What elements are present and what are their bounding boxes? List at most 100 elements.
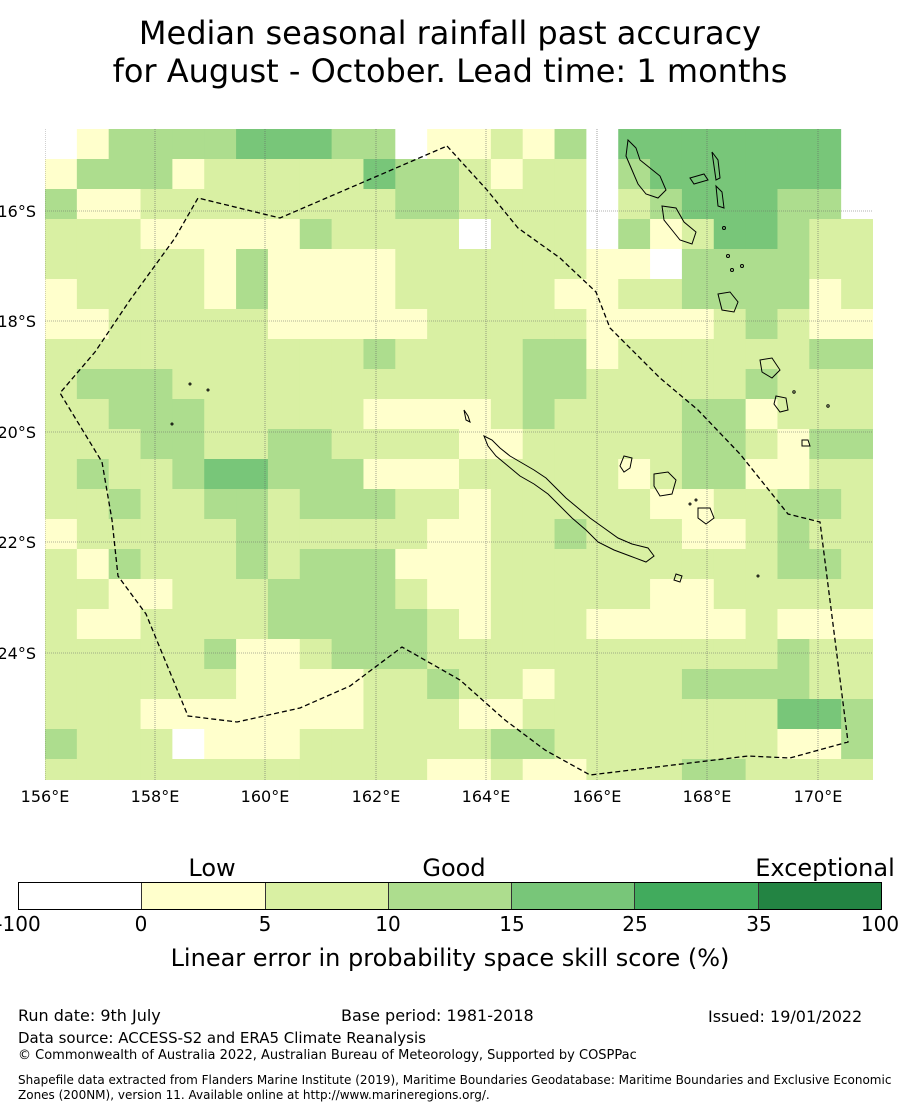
grid-cell (427, 549, 460, 580)
grid-cell (76, 579, 110, 610)
grid-cell (299, 639, 333, 670)
grid-cell (204, 189, 237, 220)
grid-cell (204, 129, 237, 160)
new-caledonia-island (483, 434, 655, 563)
map-area: 16°S 18°S 20°S 22°S 24°S 156°E 158°E 160°E 162°… (0, 129, 873, 820)
ambae-island (689, 173, 709, 185)
grid-cell (363, 639, 396, 670)
grid-cell (363, 489, 396, 520)
grid-cell (395, 459, 428, 490)
grid-cell (809, 609, 842, 640)
pentecost-island (715, 184, 725, 209)
grid-cell (332, 819, 364, 820)
grid-cell (299, 699, 333, 730)
grid-cell (45, 399, 78, 430)
grid-cell (395, 639, 428, 670)
issued-date: Issued: 19/01/2022 (708, 1007, 863, 1026)
data-source: Data source: ACCESS-S2 and ERA5 Climate … (18, 1029, 426, 1047)
grid-cell (522, 759, 556, 780)
grid-cell (841, 669, 873, 700)
grid-cell (586, 189, 619, 220)
map-title: Median seasonal rainfall past accuracy f… (0, 14, 900, 90)
grid-cell (363, 519, 396, 550)
grid-cell (777, 219, 810, 250)
grid-cell (172, 159, 205, 190)
grid-cell (395, 249, 428, 280)
grid-cell (713, 429, 747, 460)
grid-cell (331, 639, 365, 670)
grid-cell (618, 669, 651, 700)
grid-cell (172, 609, 205, 640)
grid-cell (809, 669, 842, 700)
grid-cell (586, 549, 619, 580)
grid-cell (841, 699, 873, 730)
grid-cell (555, 819, 587, 820)
grid-cell (300, 819, 332, 820)
grid-cell (363, 129, 396, 160)
grid-cell (172, 759, 205, 780)
small-island (792, 390, 796, 394)
grid-cell (522, 219, 556, 250)
grid-cell (236, 489, 269, 520)
grid-cell (777, 609, 810, 640)
legend-category-good: Good (422, 854, 486, 882)
grid-cell (745, 219, 779, 250)
grid-cell (299, 369, 333, 400)
grid-cell (586, 669, 619, 700)
grid-cell (140, 369, 173, 400)
grid-cell (554, 759, 587, 780)
grid-cell (204, 249, 237, 280)
grid-cell (236, 819, 268, 820)
grid-cell (363, 759, 396, 780)
grid-cell (586, 609, 619, 640)
grid-cell (777, 159, 810, 190)
grid-cell (777, 549, 810, 580)
colorbar-tick: 100 (860, 912, 900, 936)
grid-cell (650, 489, 683, 520)
grid-cell (809, 309, 842, 340)
grid-cell (522, 159, 556, 190)
grid-cell (777, 249, 810, 280)
grid-cell (586, 159, 619, 190)
grid-cell (236, 309, 269, 340)
tanna-island (773, 395, 789, 413)
grid-cell (108, 429, 142, 460)
grid-cell (777, 399, 810, 430)
grid-cell (299, 609, 333, 640)
grid-cell (681, 609, 715, 640)
grid-cell (76, 309, 110, 340)
grid-cell (395, 729, 428, 760)
grid-cell (618, 819, 650, 820)
colorbar-tick: 5 (258, 912, 272, 936)
grid-cell (746, 819, 778, 820)
grid-cell (395, 399, 428, 430)
grid-cell (777, 519, 810, 550)
grid-cell (713, 669, 747, 700)
grid-cell (76, 369, 110, 400)
grid-cell (204, 339, 237, 370)
grid-cell (490, 249, 524, 280)
grid-cell (331, 459, 365, 490)
grid-cell (745, 579, 779, 610)
grid-cell (618, 219, 651, 250)
grid-cell (76, 699, 110, 730)
grid-cell (586, 369, 619, 400)
grid-cell (841, 159, 873, 190)
grid-cell (459, 699, 492, 730)
grid-cell (586, 729, 619, 760)
grid-cell (395, 669, 428, 700)
grid-cell (777, 819, 809, 820)
grid-cell (809, 579, 842, 610)
grid-cell (331, 249, 365, 280)
grid-cell (427, 309, 460, 340)
grid-cell (809, 189, 842, 220)
grid-cell (841, 819, 873, 820)
grid-cell (236, 699, 269, 730)
land-outlines (59, 138, 849, 776)
eez-boundary (59, 145, 849, 776)
grid-cell (745, 129, 779, 160)
grid-cell (108, 129, 142, 160)
grid-cell (300, 789, 332, 820)
grid-cell (395, 519, 428, 550)
grid-cell (777, 669, 810, 700)
